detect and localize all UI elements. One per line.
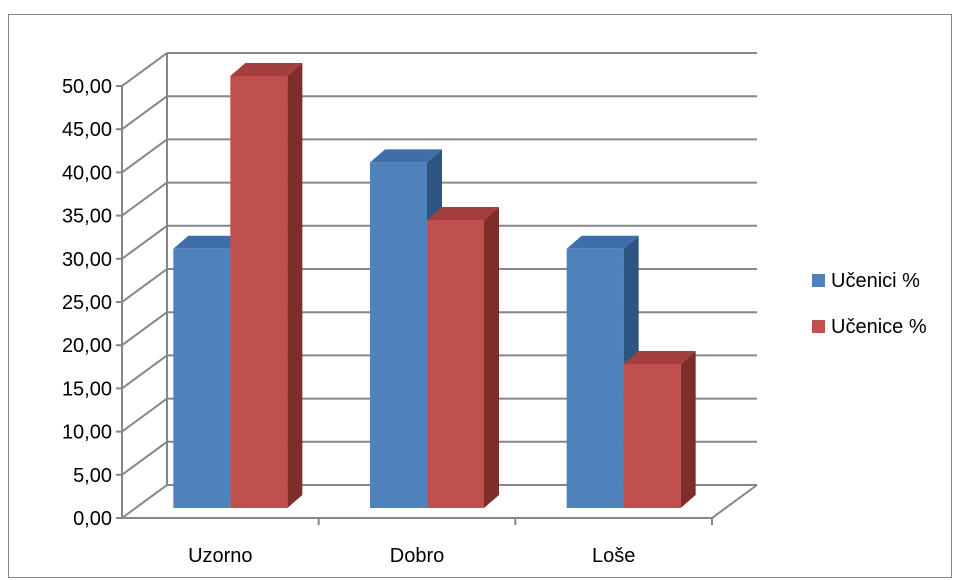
gridline-side <box>121 52 168 87</box>
bar-dobro-series2 <box>427 220 484 508</box>
y-tick-label: 40,00 <box>62 162 112 184</box>
floor-edge <box>711 484 758 519</box>
y-tick-label: 25,00 <box>62 292 112 314</box>
y-tick-label: 20,00 <box>62 335 112 357</box>
bar-loe-series2 <box>623 363 681 508</box>
legend-label: Učenici % <box>831 270 920 292</box>
y-tick-label: 35,00 <box>62 206 112 228</box>
y-tick-label: 30,00 <box>62 249 112 271</box>
legend-label: Učenice % <box>831 316 927 338</box>
gridline-side <box>121 397 168 433</box>
bar-loe-series1-top <box>566 235 639 249</box>
gridline-side <box>121 224 168 260</box>
bar-uzorno-series1-top <box>173 235 246 249</box>
bar-loe-series2-side <box>680 350 696 508</box>
bar-dobro-series2-side <box>484 207 499 508</box>
y-tick-label: 5,00 <box>73 465 112 487</box>
bar-dobro-series1 <box>370 162 427 508</box>
gridline-side <box>121 138 168 174</box>
legend-swatch <box>812 320 825 333</box>
bar-loe-series1 <box>566 248 624 509</box>
legend-swatch <box>812 274 825 287</box>
x-tick-label: Dobro <box>390 545 444 567</box>
y-tick-label: 0,00 <box>73 508 112 530</box>
bar-dobro-series2-top <box>427 207 499 221</box>
y-tick-label: 10,00 <box>62 422 112 444</box>
x-tick-label: Loše <box>592 545 635 567</box>
y-tick-label: 45,00 <box>62 119 112 141</box>
y-tick-label: 50,00 <box>62 76 112 98</box>
gridline-side <box>121 354 168 390</box>
bar-uzorno-series1 <box>173 248 231 509</box>
bar-uzorno-series2-top <box>230 63 303 76</box>
gridline-side <box>121 268 168 303</box>
bar-uzorno-series2 <box>230 76 288 508</box>
gridline-side <box>121 484 168 519</box>
bar-dobro-series1-top <box>370 149 442 163</box>
gridline-side <box>121 181 168 217</box>
bar-uzorno-series2-side <box>287 63 303 508</box>
gridline-side <box>121 311 168 347</box>
x-tick-label: Uzorno <box>188 545 252 567</box>
gridline-side <box>121 440 168 476</box>
bar-loe-series2-top <box>623 350 696 364</box>
y-tick-label: 15,00 <box>62 378 112 400</box>
gridline-side <box>121 95 168 131</box>
